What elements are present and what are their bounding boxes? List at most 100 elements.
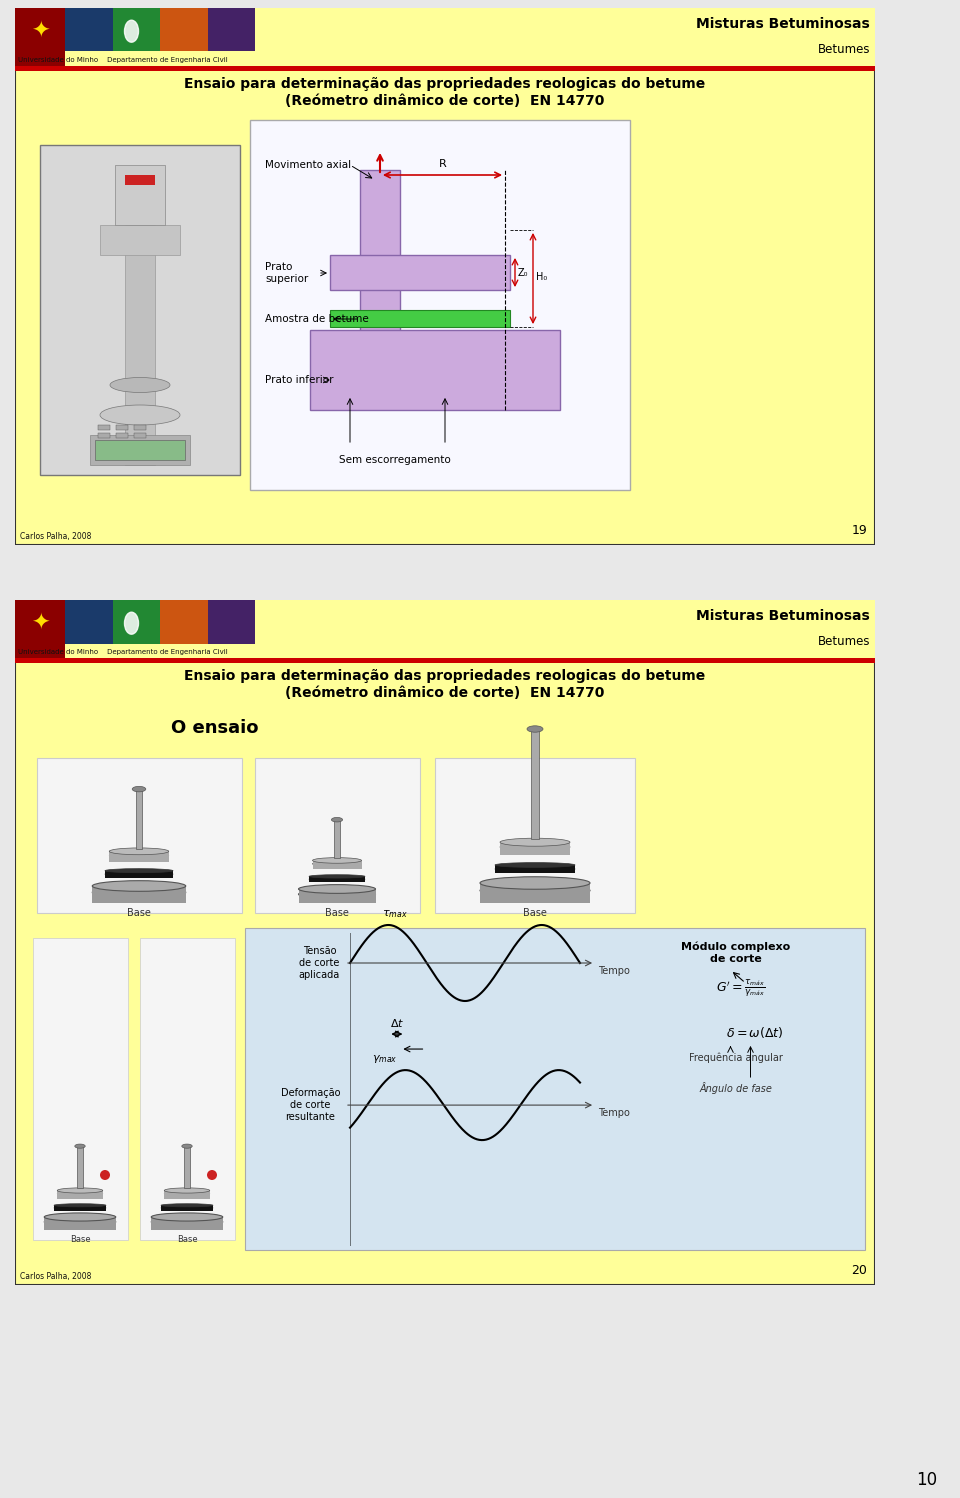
Bar bbox=[250, 120, 630, 490]
Bar bbox=[54, 1206, 106, 1210]
Bar bbox=[480, 882, 590, 903]
Bar bbox=[15, 66, 875, 70]
Bar bbox=[98, 425, 110, 430]
Ellipse shape bbox=[125, 613, 138, 634]
Text: $\Delta t$: $\Delta t$ bbox=[390, 1017, 404, 1029]
Bar bbox=[95, 440, 185, 460]
Ellipse shape bbox=[500, 843, 570, 851]
Bar bbox=[116, 425, 128, 430]
Ellipse shape bbox=[92, 887, 185, 897]
Ellipse shape bbox=[44, 1213, 116, 1221]
Ellipse shape bbox=[309, 878, 365, 881]
Bar bbox=[184, 1146, 189, 1188]
Text: Base: Base bbox=[127, 908, 151, 918]
Text: Z₀: Z₀ bbox=[518, 268, 529, 279]
Ellipse shape bbox=[152, 1213, 223, 1221]
Text: Carlos Palha, 2008: Carlos Palha, 2008 bbox=[20, 532, 91, 541]
Bar bbox=[160, 7, 207, 51]
Bar bbox=[313, 860, 362, 869]
Text: Módulo complexo
de corte: Módulo complexo de corte bbox=[681, 942, 790, 965]
Ellipse shape bbox=[100, 404, 180, 425]
Bar bbox=[161, 1206, 213, 1210]
Bar bbox=[152, 1216, 223, 1230]
Bar bbox=[78, 1146, 83, 1188]
Bar bbox=[112, 601, 160, 644]
Ellipse shape bbox=[495, 867, 575, 872]
Text: Movimento axial: Movimento axial bbox=[265, 160, 351, 169]
Text: Sem escorregamento: Sem escorregamento bbox=[339, 455, 451, 464]
Bar bbox=[334, 819, 340, 858]
Text: Base: Base bbox=[70, 1234, 90, 1243]
Ellipse shape bbox=[44, 1218, 116, 1225]
Ellipse shape bbox=[110, 377, 170, 392]
Bar bbox=[495, 864, 575, 873]
Bar bbox=[134, 433, 146, 437]
Ellipse shape bbox=[480, 876, 590, 890]
Ellipse shape bbox=[299, 885, 375, 893]
Bar bbox=[160, 601, 207, 644]
Text: Amostra de betume: Amostra de betume bbox=[265, 315, 369, 324]
Ellipse shape bbox=[125, 19, 138, 42]
Ellipse shape bbox=[75, 1144, 85, 1149]
Bar bbox=[15, 7, 65, 66]
Ellipse shape bbox=[309, 875, 365, 878]
Text: Base: Base bbox=[523, 908, 547, 918]
Bar bbox=[33, 938, 128, 1240]
Bar bbox=[330, 310, 510, 327]
Bar bbox=[207, 7, 255, 51]
Text: Tensão
de corte
aplicada: Tensão de corte aplicada bbox=[299, 947, 340, 980]
Bar bbox=[140, 938, 235, 1240]
Text: (Reómetro dinâmico de corte)  EN 14770: (Reómetro dinâmico de corte) EN 14770 bbox=[285, 94, 605, 108]
Text: Base: Base bbox=[325, 908, 348, 918]
Ellipse shape bbox=[92, 881, 185, 891]
Ellipse shape bbox=[500, 839, 570, 846]
Bar bbox=[15, 601, 65, 658]
Text: 10: 10 bbox=[916, 1471, 937, 1489]
Text: Base: Base bbox=[177, 1234, 198, 1243]
Ellipse shape bbox=[105, 869, 173, 873]
Bar bbox=[15, 601, 875, 658]
Ellipse shape bbox=[109, 852, 169, 858]
Ellipse shape bbox=[132, 786, 146, 792]
Text: Misturas Betuminosas: Misturas Betuminosas bbox=[696, 18, 870, 31]
Bar bbox=[109, 851, 169, 863]
Bar bbox=[310, 330, 560, 410]
Bar bbox=[116, 433, 128, 437]
Ellipse shape bbox=[313, 861, 362, 867]
Ellipse shape bbox=[207, 1170, 217, 1180]
Bar bbox=[207, 601, 255, 644]
Bar bbox=[531, 730, 539, 839]
Ellipse shape bbox=[58, 1188, 103, 1192]
Text: Tempo: Tempo bbox=[598, 1109, 630, 1118]
Text: Betumes: Betumes bbox=[818, 43, 870, 57]
Text: Carlos Palha, 2008: Carlos Palha, 2008 bbox=[20, 1272, 91, 1281]
Text: Ângulo de fase: Ângulo de fase bbox=[699, 1082, 772, 1094]
Ellipse shape bbox=[313, 858, 362, 863]
Ellipse shape bbox=[105, 872, 173, 876]
Bar bbox=[309, 876, 365, 882]
Bar bbox=[37, 758, 242, 912]
Ellipse shape bbox=[495, 863, 575, 867]
Ellipse shape bbox=[181, 1144, 192, 1149]
Text: $G' = \frac{\tau_{máx}}{\gamma_{máx}}$: $G' = \frac{\tau_{máx}}{\gamma_{máx}}$ bbox=[715, 977, 765, 999]
Text: R: R bbox=[439, 159, 446, 169]
Text: 19: 19 bbox=[852, 524, 867, 536]
Text: Tempo: Tempo bbox=[598, 966, 630, 977]
Text: $\gamma_{max}$: $\gamma_{max}$ bbox=[372, 1053, 397, 1065]
Text: $\tau_{max}$: $\tau_{max}$ bbox=[382, 908, 408, 920]
Bar bbox=[105, 870, 173, 878]
Ellipse shape bbox=[152, 1218, 223, 1225]
Bar bbox=[100, 225, 180, 255]
Bar bbox=[500, 842, 570, 855]
Text: Universidade do Minho    Departamento de Engenharia Civil: Universidade do Minho Departamento de En… bbox=[18, 649, 228, 655]
Bar bbox=[299, 888, 375, 903]
Bar bbox=[245, 927, 865, 1249]
Text: Misturas Betuminosas: Misturas Betuminosas bbox=[696, 610, 870, 623]
Bar bbox=[112, 7, 160, 51]
Ellipse shape bbox=[299, 890, 375, 899]
Bar bbox=[65, 7, 112, 51]
Ellipse shape bbox=[480, 884, 590, 897]
Text: Frequência angular: Frequência angular bbox=[688, 1053, 782, 1064]
Text: ✦: ✦ bbox=[31, 21, 49, 42]
Bar bbox=[255, 758, 420, 912]
